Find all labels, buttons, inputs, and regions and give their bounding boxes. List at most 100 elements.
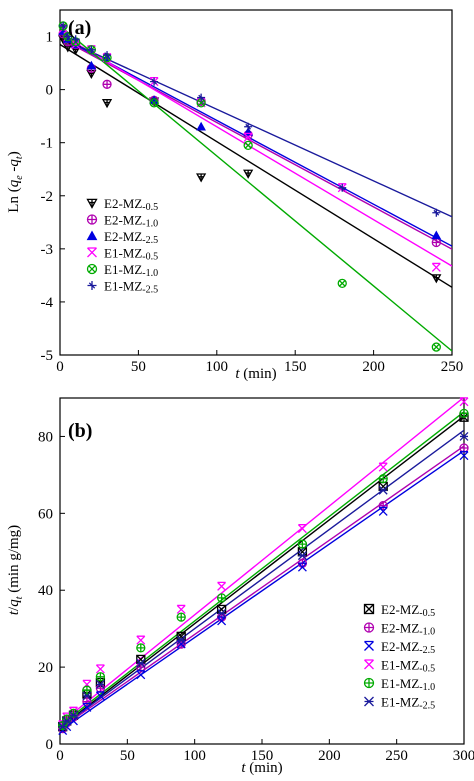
point-e1-mz-2-5 bbox=[378, 485, 388, 495]
legend-label: E2-MZ-1.0 bbox=[381, 621, 435, 638]
point-e1-mz-0-5 bbox=[431, 262, 441, 272]
legend-item-e2-mz-1-0: E2-MZ-1.0 bbox=[363, 621, 435, 638]
fit-line-e2-mz-0-5 bbox=[60, 415, 464, 729]
y-tick-label: 60 bbox=[38, 506, 53, 522]
fit-line-e1-mz-0-5 bbox=[60, 33, 452, 267]
point-e2-mz-0-5 bbox=[243, 169, 254, 179]
point-e1-mz-1-0 bbox=[431, 342, 441, 352]
point-e1-mz-2-5 bbox=[338, 183, 347, 192]
point-e1-mz-2-5 bbox=[69, 710, 78, 720]
fit-line-e1-mz-0-5 bbox=[60, 398, 464, 725]
point-e1-mz-0-5 bbox=[243, 132, 253, 142]
point-e2-mz-1-0 bbox=[378, 500, 388, 511]
point-e1-mz-1-0 bbox=[176, 612, 186, 622]
panel-b-legend: E2-MZ-0.5 E2-MZ-1.0E2-MZ-2.5 E1-MZ-0.5 E1-M… bbox=[363, 602, 435, 712]
legend-item-e1-mz-2-5: E1-MZ-2.5 bbox=[87, 279, 158, 296]
point-e1-mz-2-5 bbox=[136, 658, 146, 668]
point-e1-mz-2-5 bbox=[59, 21, 68, 30]
fit-line-e2-mz-2-5 bbox=[60, 35, 452, 247]
legend-item-e2-mz-2-5: E2-MZ-2.5 bbox=[364, 639, 435, 656]
point-e2-mz-0-5 bbox=[101, 99, 113, 109]
panel-b-label: (b) bbox=[68, 420, 92, 442]
panel-a-label: (a) bbox=[68, 17, 91, 39]
panel-b-xlabel: t (min) bbox=[241, 760, 282, 776]
point-e1-mz-2-5 bbox=[197, 93, 206, 102]
x-tick-label: 100 bbox=[206, 359, 229, 375]
point-e1-mz-2-5 bbox=[58, 722, 68, 732]
point-e1-mz-2-5 bbox=[217, 608, 227, 618]
point-e1-mz-0-5 bbox=[95, 664, 105, 674]
x-tick-label: 250 bbox=[385, 748, 408, 764]
point-e2-mz-2-5 bbox=[431, 230, 442, 240]
legend-label: E2-MZ-0.5 bbox=[104, 196, 158, 213]
x-tick-label: 50 bbox=[131, 359, 146, 375]
x-tick-label: 50 bbox=[120, 748, 135, 764]
point-e1-mz-2-5 bbox=[71, 35, 80, 44]
point-e1-mz-2-5 bbox=[176, 635, 186, 645]
legend-item-e1-mz-1-0: E1-MZ-1.0 bbox=[86, 262, 158, 279]
x-tick-label: 0 bbox=[56, 748, 64, 764]
x-tick-label: 200 bbox=[362, 359, 385, 375]
point-e1-mz-2-5 bbox=[62, 716, 72, 726]
y-tick-label: -5 bbox=[41, 348, 54, 364]
legend-item-e2-mz-0-5: E2-MZ-0.5 bbox=[86, 196, 158, 213]
legend-label: E2-MZ-2.5 bbox=[104, 229, 158, 246]
point-e2-mz-0-5 bbox=[216, 604, 227, 615]
point-e1-mz-0-5 bbox=[217, 581, 227, 591]
point-e2-mz-1-0 bbox=[95, 683, 106, 693]
point-e1-mz-2-5 bbox=[95, 679, 105, 689]
point-e1-mz-2-5 bbox=[459, 431, 469, 441]
y-tick-label: -3 bbox=[41, 242, 54, 258]
panel-a-fit-lines bbox=[60, 25, 452, 352]
fit-line-e1-mz-1-0 bbox=[60, 25, 452, 352]
point-e2-mz-2-5 bbox=[86, 60, 97, 70]
point-e2-mz-2-5 bbox=[95, 691, 105, 701]
point-e2-mz-1-0 bbox=[136, 662, 146, 672]
fit-line-e1-mz-2-5 bbox=[60, 36, 452, 218]
point-e1-mz-1-0 bbox=[337, 278, 347, 288]
point-e1-mz-2-5 bbox=[82, 691, 92, 701]
point-e1-mz-2-5 bbox=[432, 208, 441, 217]
point-e1-mz-0-5 bbox=[136, 635, 146, 645]
legend-label: E2-MZ-1.0 bbox=[104, 213, 158, 230]
point-e1-mz-0-5 bbox=[176, 604, 186, 614]
point-e1-mz-0-5 bbox=[459, 397, 469, 407]
point-e2-mz-2-5 bbox=[82, 702, 92, 712]
legend-label: E2-MZ-0.5 bbox=[381, 602, 435, 619]
legend-label: E2-MZ-2.5 bbox=[381, 639, 435, 656]
point-e1-mz-0-5 bbox=[297, 524, 307, 534]
x-tick-label: 150 bbox=[284, 359, 307, 375]
point-e2-mz-2-5 bbox=[459, 451, 469, 461]
point-e1-mz-1-0 bbox=[58, 720, 68, 731]
panel-b-ylabel: t/qt (min g/mg) bbox=[6, 525, 25, 615]
point-e1-mz-1-0 bbox=[82, 685, 92, 695]
panel-a-frame bbox=[59, 9, 453, 356]
fit-line-e2-mz-0-5 bbox=[60, 43, 452, 288]
point-e1-mz-1-0 bbox=[459, 408, 469, 419]
fit-line-e1-mz-2-5 bbox=[60, 429, 464, 729]
y-tick-label: -1 bbox=[41, 136, 54, 152]
legend-item-e1-mz-2-5: E1-MZ-2.5 bbox=[364, 695, 435, 712]
panel-b-fit-lines bbox=[60, 398, 464, 732]
fit-line-e2-mz-1-0 bbox=[60, 445, 464, 730]
point-e1-mz-2-5 bbox=[150, 77, 159, 86]
legend-label: E1-MZ-1.0 bbox=[104, 262, 158, 279]
point-e2-mz-1-0 bbox=[82, 697, 92, 707]
point-e1-mz-1-0 bbox=[297, 539, 308, 549]
x-tick-label: 0 bbox=[56, 359, 64, 375]
panel-b-ticks: 0 50 100 150 200 250 300 0 20 40 60 80 bbox=[38, 429, 474, 764]
y-tick-label: -4 bbox=[41, 295, 54, 311]
point-e2-mz-2-5 bbox=[217, 616, 227, 626]
legend-label: E1-MZ-0.5 bbox=[381, 658, 435, 675]
point-e1-mz-2-5 bbox=[244, 122, 253, 131]
point-e1-mz-1-0 bbox=[149, 98, 159, 108]
x-tick-label: 150 bbox=[251, 748, 274, 764]
point-e1-mz-1-0 bbox=[95, 672, 106, 682]
point-e1-mz-0-5 bbox=[378, 462, 388, 472]
fit-line-e1-mz-1-0 bbox=[60, 411, 464, 727]
legend-item-e1-mz-0-5: E1-MZ-0.5 bbox=[87, 246, 158, 263]
point-e1-mz-2-5 bbox=[63, 32, 72, 41]
legend-item-e2-mz-0-5: E2-MZ-0.5 bbox=[363, 602, 435, 619]
legend-item-e1-mz-0-5: E1-MZ-0.5 bbox=[364, 658, 435, 675]
